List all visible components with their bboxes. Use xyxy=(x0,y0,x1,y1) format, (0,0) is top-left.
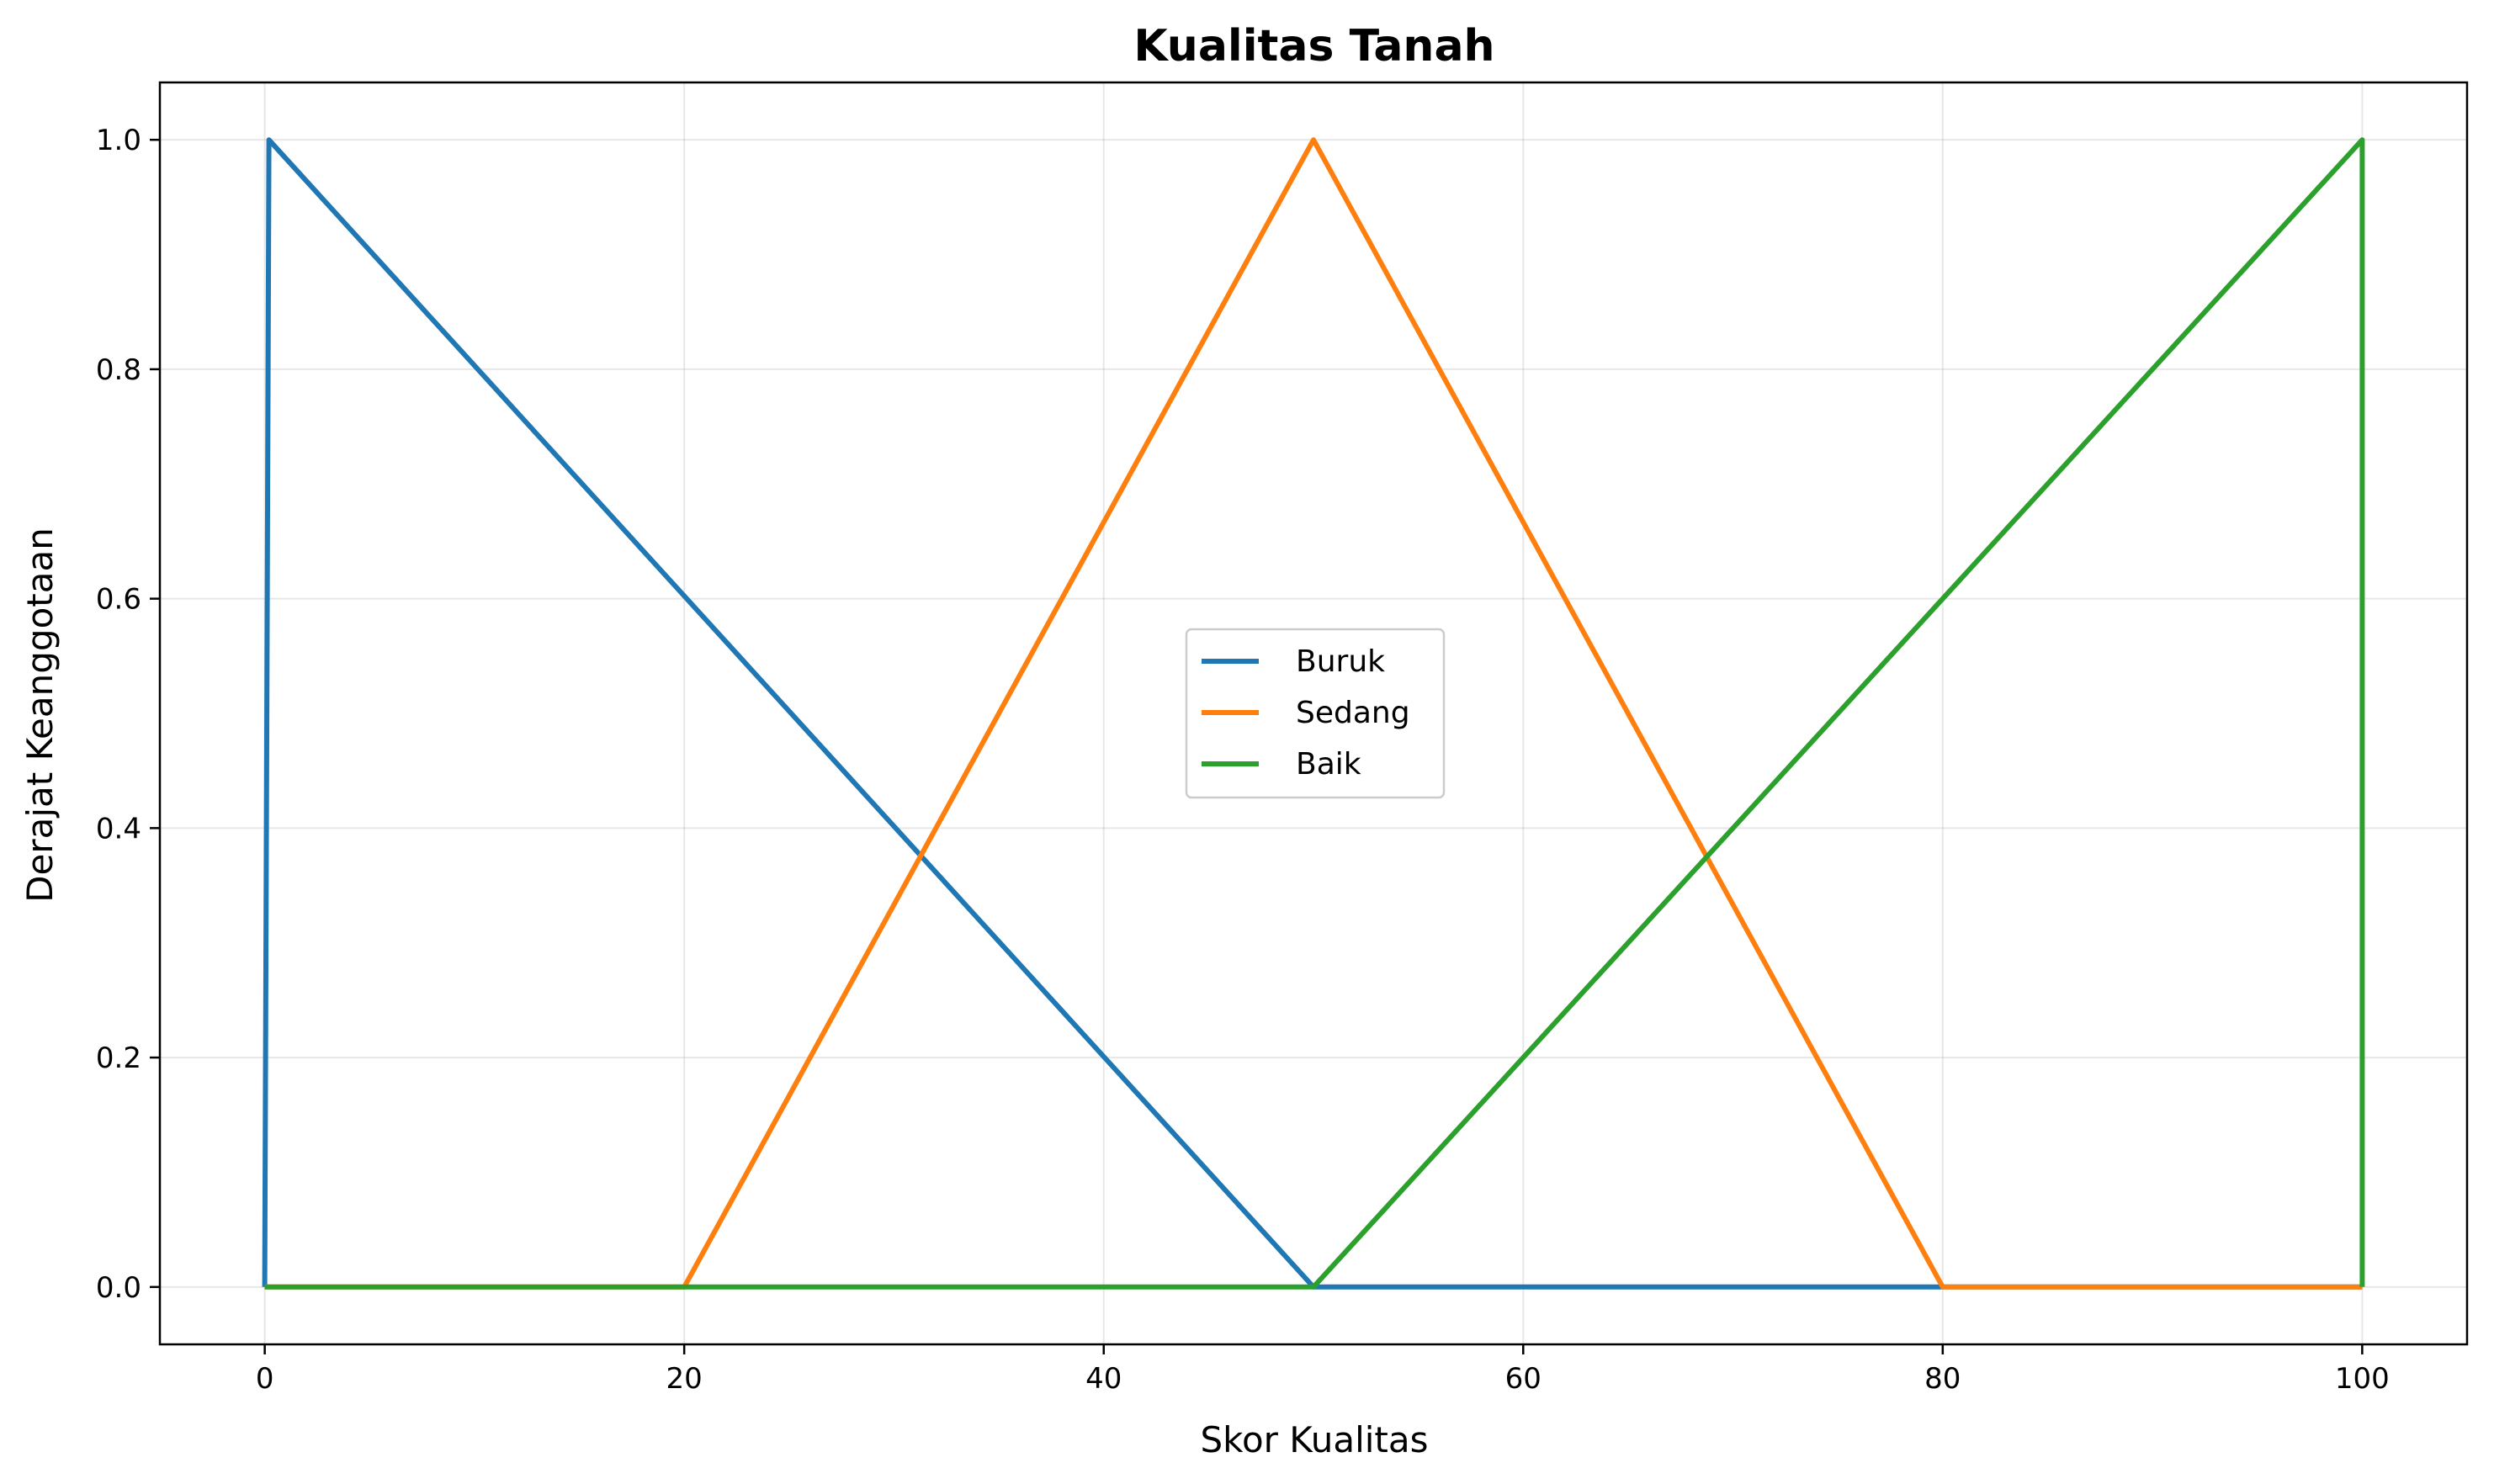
legend-label-sedang: Sedang xyxy=(1296,696,1410,730)
y-tick-label: 0.0 xyxy=(96,1271,141,1305)
x-tick-label: 60 xyxy=(1505,1362,1542,1396)
x-tick-label: 0 xyxy=(256,1362,274,1396)
y-tick-label: 0.6 xyxy=(96,583,141,617)
x-tick-label: 80 xyxy=(1924,1362,1961,1396)
y-tick-label: 0.8 xyxy=(96,353,141,387)
series-line-baik xyxy=(264,137,2365,1290)
series-layer xyxy=(262,137,2365,1290)
y-axis-label: Derajat Keanggotaan xyxy=(19,527,61,903)
y-tick-label: 1.0 xyxy=(96,124,141,157)
series-line-buruk xyxy=(262,137,2363,1290)
legend-label-buruk: Buruk xyxy=(1296,644,1385,679)
y-tick-label: 0.2 xyxy=(96,1041,141,1075)
x-axis-label: Skor Kualitas xyxy=(1200,1419,1428,1460)
y-tick-label: 0.4 xyxy=(96,812,141,845)
x-tick-label: 100 xyxy=(2335,1362,2390,1396)
y-axis-ticks: 0.0 0.2 0.4 0.6 0.8 1.0 xyxy=(96,124,160,1305)
x-tick-label: 20 xyxy=(666,1362,703,1396)
x-axis-ticks: 0 20 40 60 80 100 xyxy=(256,1344,2390,1396)
legend-label-baik: Baik xyxy=(1296,747,1361,782)
x-tick-label: 40 xyxy=(1085,1362,1122,1396)
legend-box xyxy=(1185,628,1446,799)
chart-title: Kualitas Tanah xyxy=(1133,21,1494,72)
legend: Buruk Sedang Baik xyxy=(1185,628,1446,799)
plot-frame xyxy=(158,81,2469,1346)
